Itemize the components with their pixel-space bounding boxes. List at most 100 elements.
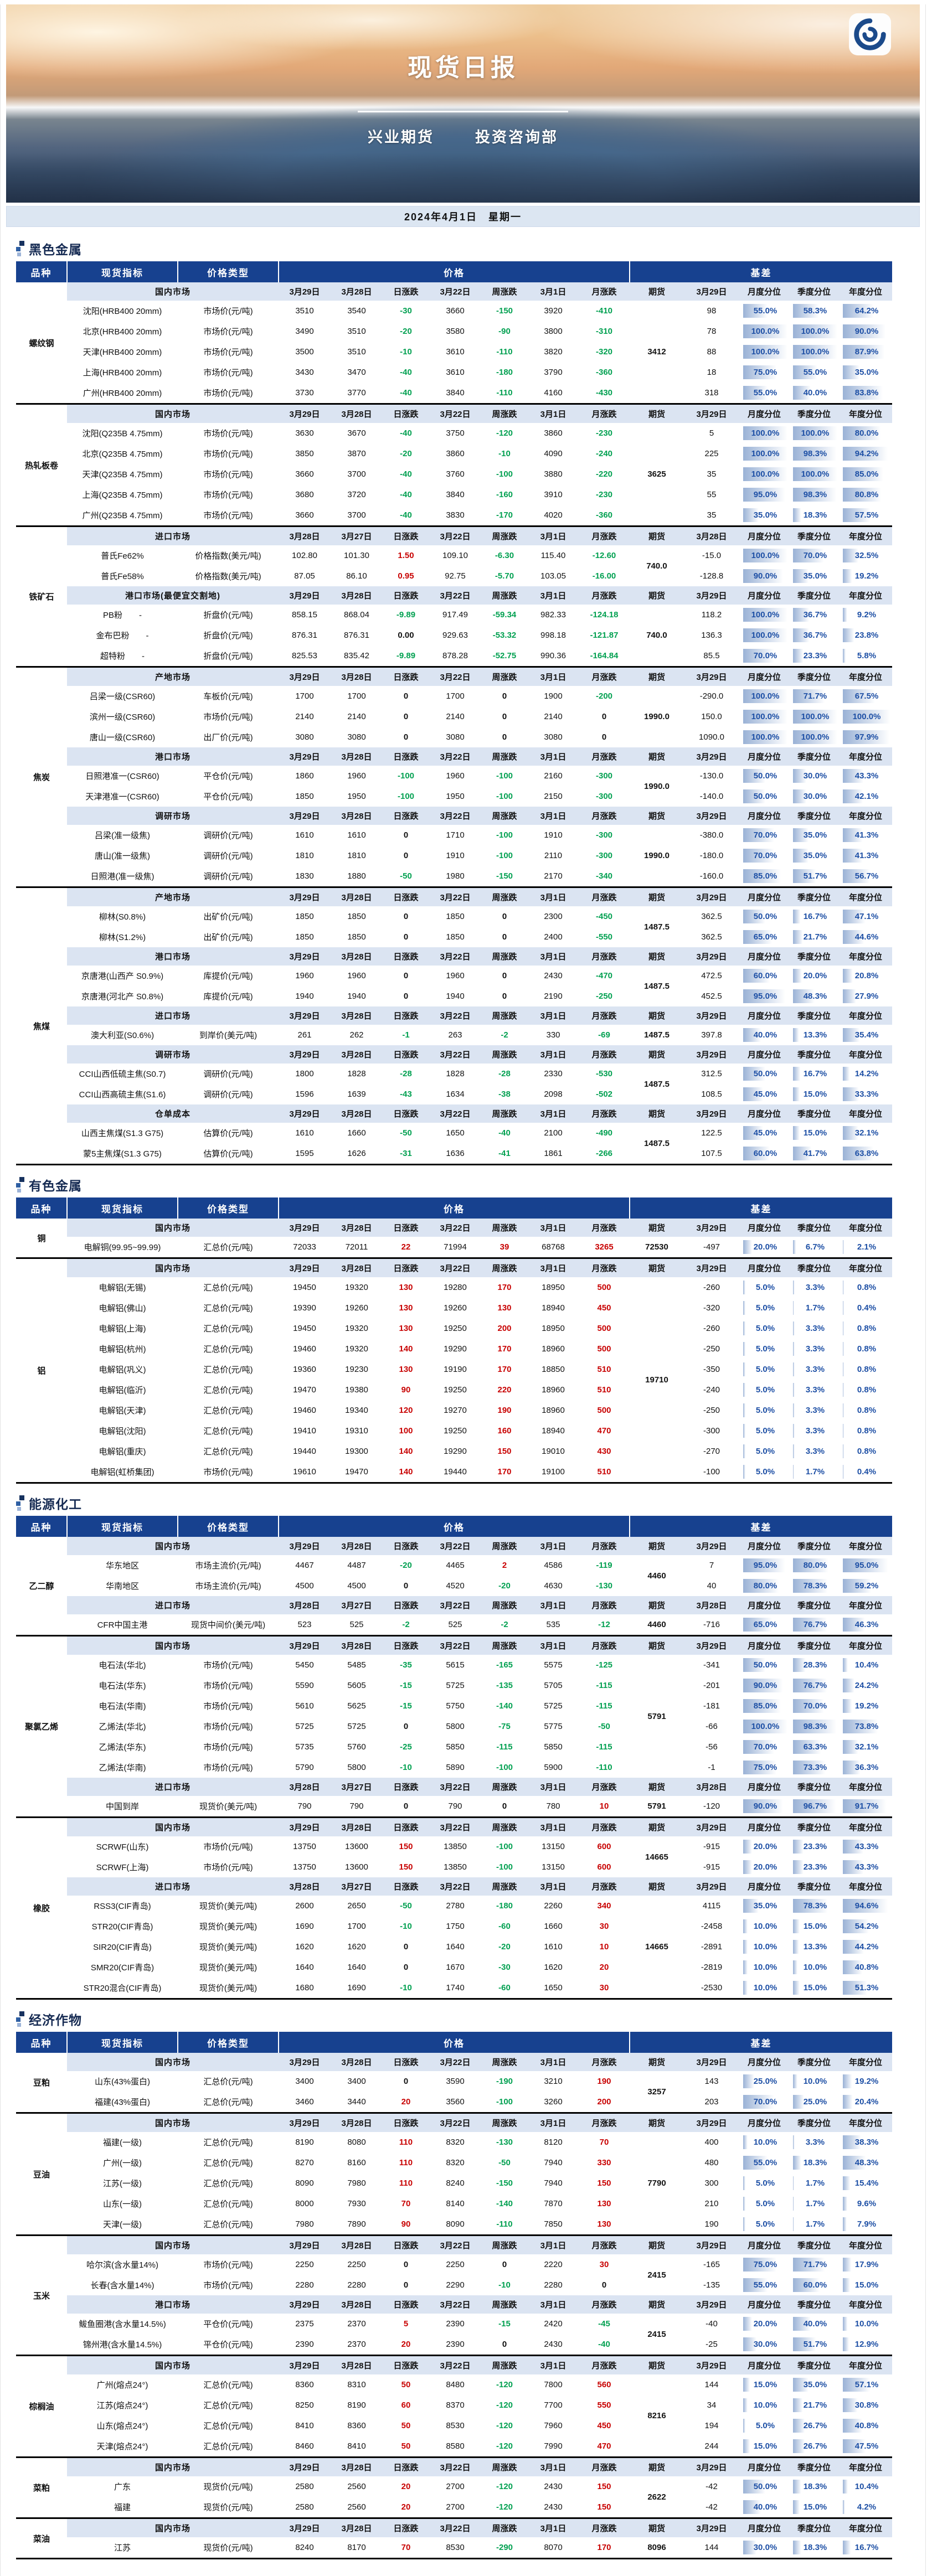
percentile-cell: 55.0% bbox=[739, 2275, 789, 2295]
percentile-cell: 32.1% bbox=[839, 1737, 893, 1757]
percentile-bar: 51.7% bbox=[793, 2337, 837, 2351]
percentile-cell: 85.0% bbox=[739, 1696, 789, 1716]
price-type-cell: 市场价(元/吨) bbox=[178, 443, 279, 464]
price-cell: 8370 bbox=[429, 2395, 481, 2415]
change-cell: 90 bbox=[383, 2214, 429, 2236]
percentile-bar: 18.3% bbox=[793, 508, 837, 522]
price-cell: 4500 bbox=[331, 1576, 383, 1596]
indicator-cell: SCRWF(上海) bbox=[67, 1857, 178, 1877]
percentile-bar: 100.0% bbox=[743, 549, 787, 562]
price-cell: 2280 bbox=[279, 2275, 331, 2295]
change-cell: -9.89 bbox=[383, 646, 429, 667]
percentile-column-header: 月度分位 bbox=[739, 1257, 789, 1277]
price-type-cell: 到岸价(美元/吨) bbox=[178, 1025, 279, 1045]
date-column-header: 3月29日 bbox=[279, 1537, 331, 1555]
price-type-cell: 市场价(元/吨) bbox=[178, 383, 279, 404]
section-bullet-icon bbox=[16, 1495, 24, 1511]
basis-value-cell: -15.0 bbox=[684, 545, 739, 566]
date-column-header: 月涨跌 bbox=[579, 666, 630, 686]
price-cell: 1800 bbox=[279, 1064, 331, 1084]
percentile-bar: 5.0% bbox=[743, 2419, 787, 2433]
report-title: 现货日报 bbox=[408, 54, 518, 81]
change-cell: -550 bbox=[579, 927, 630, 947]
basis-date-header: 3月29日 bbox=[684, 1045, 739, 1064]
percentile-cell: 25.0% bbox=[739, 2071, 789, 2092]
percentile-bar: 98.3% bbox=[793, 488, 837, 502]
price-cell: 3850 bbox=[279, 443, 331, 464]
date-column-header: 月涨跌 bbox=[579, 1219, 630, 1237]
date-column-header: 周涨跌 bbox=[481, 2295, 528, 2314]
change-cell: -360 bbox=[579, 362, 630, 383]
date-column-header: 月涨跌 bbox=[579, 403, 630, 423]
percentile-column-header: 季度分位 bbox=[789, 403, 839, 423]
change-cell: 0 bbox=[481, 986, 528, 1006]
percentile-cell: 55.0% bbox=[739, 301, 789, 321]
percentile-bar: 0.8% bbox=[843, 1383, 891, 1397]
percentile-column-header: 年度分位 bbox=[839, 2234, 893, 2254]
date-column-header: 3月28日 bbox=[331, 886, 383, 906]
price-cell: 5850 bbox=[429, 1737, 481, 1757]
percentile-cell: 10.0% bbox=[789, 1957, 839, 1978]
percentile-column-header: 月度分位 bbox=[739, 807, 789, 825]
price-cell: 5575 bbox=[528, 1655, 579, 1675]
futures-price-cell: 19710 bbox=[630, 1277, 684, 1483]
change-cell: -10 bbox=[383, 1978, 429, 1999]
change-cell: 0 bbox=[481, 2254, 528, 2275]
section-title: 有色金属 bbox=[16, 1176, 910, 1193]
percentile-column-header: 年度分位 bbox=[839, 2295, 893, 2314]
percentile-cell: 10.4% bbox=[839, 1655, 893, 1675]
basis-value-cell: 362.5 bbox=[684, 906, 739, 927]
variety-label: 焦煤 bbox=[16, 886, 67, 1165]
variety-label: 豆粕 bbox=[16, 2053, 67, 2113]
change-cell: 22 bbox=[383, 1237, 429, 1258]
price-cell: 19230 bbox=[331, 1359, 383, 1380]
data-row: 唐山(准一级焦) 调研价(元/吨) 1810 1810 0 1910 -100 2110 -30… bbox=[16, 845, 893, 866]
basis-date-header: 3月29日 bbox=[684, 1635, 739, 1655]
change-cell: -300 bbox=[579, 825, 630, 845]
date-column-header: 3月29日 bbox=[279, 282, 331, 301]
price-cell: 1960 bbox=[429, 766, 481, 786]
basis-value-cell: -100 bbox=[684, 1462, 739, 1483]
percentile-cell: 0.8% bbox=[839, 1359, 893, 1380]
price-cell: 1626 bbox=[331, 1143, 383, 1165]
price-cell: 876.31 bbox=[279, 625, 331, 646]
indicator-cell: 上海(HRB400 20mm) bbox=[67, 362, 178, 383]
change-cell: 10 bbox=[579, 1796, 630, 1818]
percentile-cell: 15.0% bbox=[789, 1978, 839, 1999]
percentile-bar: 70.0% bbox=[793, 1699, 837, 1713]
date-column-header: 周涨跌 bbox=[481, 1778, 528, 1796]
percentile-bar: 5.0% bbox=[743, 1362, 787, 1376]
basis-value-cell: 150.0 bbox=[684, 706, 739, 727]
percentile-cell: 5.0% bbox=[739, 2214, 789, 2236]
variety-label: 豆油 bbox=[16, 2112, 67, 2236]
percentile-bar: 100.0% bbox=[793, 467, 837, 481]
price-cell: 18950 bbox=[528, 1277, 579, 1298]
change-cell: 50 bbox=[383, 2436, 429, 2458]
futures-column-header: 期货 bbox=[630, 1006, 684, 1025]
price-cell: 5615 bbox=[429, 1655, 481, 1675]
price-cell: 19310 bbox=[331, 1421, 383, 1441]
price-cell: 1850 bbox=[279, 786, 331, 807]
price-cell: 876.31 bbox=[331, 625, 383, 646]
price-cell: 13600 bbox=[331, 1836, 383, 1857]
market-label: 港口市场 bbox=[67, 2295, 279, 2314]
futures-column-header: 期货 bbox=[630, 1104, 684, 1123]
price-type-cell: 库提价(元/吨) bbox=[178, 966, 279, 986]
percentile-cell: 100.0% bbox=[739, 545, 789, 566]
change-cell: -124.18 bbox=[579, 605, 630, 625]
price-type-cell: 平仓价(元/吨) bbox=[178, 2314, 279, 2334]
basis-value-cell: 203 bbox=[684, 2092, 739, 2113]
percentile-bar: 5.0% bbox=[743, 1403, 787, 1417]
change-cell: -15 bbox=[383, 1675, 429, 1696]
variety-label: 铝 bbox=[16, 1257, 67, 1483]
price-type-cell: 现货价(美元/吨) bbox=[178, 1916, 279, 1937]
basis-date-header: 3月29日 bbox=[684, 947, 739, 966]
percentile-column-header: 月度分位 bbox=[739, 747, 789, 766]
data-row: SIR20(CIF青岛) 现货价(美元/吨) 1620 1620 0 1640 -20 161… bbox=[16, 1937, 893, 1957]
percentile-cell: 95.0% bbox=[739, 986, 789, 1006]
percentile-bar: 0.8% bbox=[843, 1281, 891, 1294]
price-type-cell: 市场价(元/吨) bbox=[178, 505, 279, 526]
change-cell: -50 bbox=[383, 1123, 429, 1143]
indicator-cell: 山东(熔点24°) bbox=[67, 2415, 178, 2436]
percentile-bar: 20.0% bbox=[743, 1860, 787, 1874]
